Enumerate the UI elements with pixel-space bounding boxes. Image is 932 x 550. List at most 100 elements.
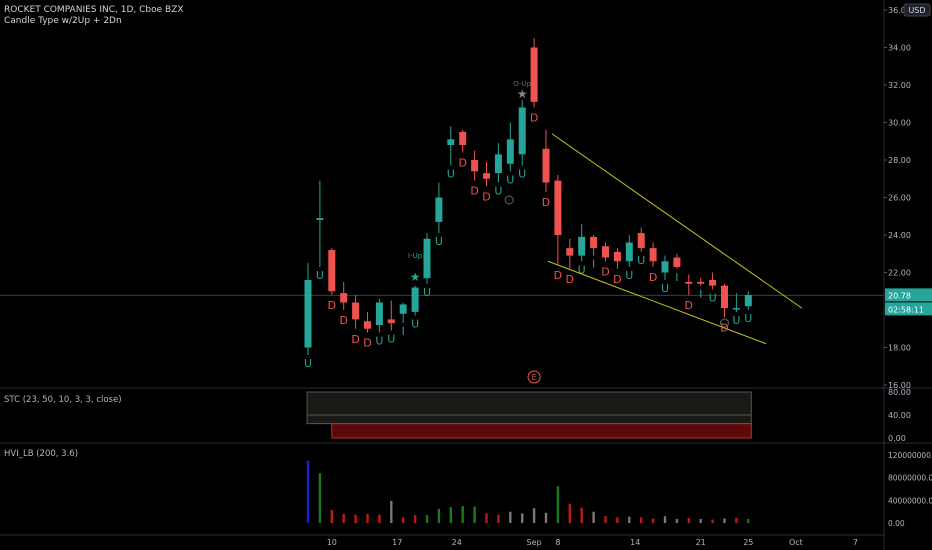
candle-type-label: I xyxy=(402,325,405,338)
candle-body xyxy=(554,180,562,235)
stc-tick-label: 40.00 xyxy=(888,411,911,420)
candle-type-label: D xyxy=(601,265,609,278)
volume-bar xyxy=(604,516,607,523)
volume-bar xyxy=(354,514,357,523)
price-tick-label: 30.00 xyxy=(888,119,911,128)
candle-type-label: D xyxy=(470,185,478,198)
volume-bar xyxy=(509,511,512,523)
candle-body xyxy=(661,261,669,273)
time-tick-label: Oct xyxy=(789,538,803,547)
candle-body xyxy=(590,236,598,249)
candle-body xyxy=(566,248,574,256)
price-tick-label: 34.00 xyxy=(888,44,911,53)
candle-body xyxy=(399,304,407,314)
volume-bar xyxy=(556,486,560,523)
earnings-label: E xyxy=(532,373,537,382)
candle-type-label: U xyxy=(744,312,752,325)
volume-bar xyxy=(663,516,667,523)
candle-body xyxy=(375,302,383,325)
candle-type-label: D xyxy=(363,337,371,350)
stc-label[interactable]: STC (23, 50, 10, 3, 3, close) xyxy=(4,395,122,405)
stc-pane xyxy=(306,391,752,439)
candle-type-label: U xyxy=(435,235,443,248)
candle-body xyxy=(530,47,538,102)
time-tick-label: 10 xyxy=(327,538,337,547)
candle-type-label: D xyxy=(720,322,728,335)
volume-bar xyxy=(402,517,405,523)
volume-bar xyxy=(711,519,714,523)
candle-body xyxy=(685,281,693,284)
currency-tag xyxy=(903,3,931,17)
volume-bar xyxy=(747,519,750,523)
candle-body xyxy=(518,107,526,155)
candle-type-label: U xyxy=(375,335,383,348)
hvi-tick-label: 80000000.00 xyxy=(888,474,932,483)
candle-type-label: U xyxy=(578,263,586,276)
i-up-label: I-Up xyxy=(408,252,423,260)
candle-type-label: D xyxy=(458,157,466,170)
currency-label: USD xyxy=(908,6,925,15)
volume-bar xyxy=(687,517,690,523)
candle-body xyxy=(447,139,455,145)
candle-body xyxy=(602,246,609,258)
stc-tick-label: 0.00 xyxy=(888,434,906,443)
time-tick-label: 7 xyxy=(853,538,858,547)
volume-bar xyxy=(616,517,619,523)
price-badge xyxy=(885,288,932,302)
volume-bar xyxy=(306,460,310,523)
price-tick-label: 32.00 xyxy=(888,81,911,90)
candle-type-label: D xyxy=(554,269,562,282)
volume-bar xyxy=(568,503,571,523)
candle-body xyxy=(542,148,550,183)
candles xyxy=(304,38,752,355)
candle-body xyxy=(637,233,645,249)
hvi-tick-label: 0.00 xyxy=(888,519,905,528)
hvi-label[interactable]: HVI_LB (200, 3.6) xyxy=(4,449,79,459)
time-tick-label: 21 xyxy=(696,538,706,547)
time-tick-label: Sep xyxy=(527,538,542,547)
price-badge-value: 20.78 xyxy=(888,291,911,300)
candle-body xyxy=(625,242,633,262)
candle-body xyxy=(721,285,728,309)
volume-bar xyxy=(497,514,500,523)
candle-body xyxy=(649,248,657,262)
stc-tick-label: 80.00 xyxy=(888,388,911,397)
countdown-value: 02:58:11 xyxy=(888,305,924,314)
time-tick-label: 25 xyxy=(743,538,753,547)
price-tick-label: 18.00 xyxy=(888,344,911,353)
candle-type-label: U xyxy=(423,286,431,299)
volume-bar xyxy=(532,508,536,523)
price-tick-label: 22.00 xyxy=(888,269,911,278)
hvi-tick-label: 40000000.00 xyxy=(888,496,932,505)
candle-body xyxy=(709,280,717,286)
candle-body xyxy=(352,302,360,320)
volume-bar xyxy=(675,519,679,523)
volume-bar xyxy=(437,508,441,523)
symbol-title: ROCKET COMPANIES INC, 1D, Cboe BZX xyxy=(4,5,184,15)
volume-bar xyxy=(640,517,643,523)
candle-body xyxy=(459,131,467,145)
candle-type-label: I xyxy=(675,271,678,284)
candle-body xyxy=(364,321,371,329)
candle-type-label: D xyxy=(685,299,693,312)
candle-type-label: U xyxy=(447,168,455,181)
earnings-icon xyxy=(527,370,541,384)
candle-type-label: D xyxy=(351,333,359,346)
volume-bar xyxy=(473,506,476,523)
candle-body xyxy=(387,319,395,324)
volume-bar xyxy=(342,513,345,523)
candle-type-label: D xyxy=(613,273,621,286)
price-tick-label: 26.00 xyxy=(888,194,911,203)
time-tick-label: 14 xyxy=(630,538,640,547)
volume-bar xyxy=(699,519,702,523)
o-up-label: O-Up xyxy=(513,80,531,88)
candle-type-label: D xyxy=(542,196,550,209)
candle-type-label: U xyxy=(494,185,502,198)
candle-body xyxy=(304,280,312,348)
candle-type-label: U xyxy=(709,291,717,304)
candle-body xyxy=(578,236,586,256)
volume-bar xyxy=(413,515,417,523)
